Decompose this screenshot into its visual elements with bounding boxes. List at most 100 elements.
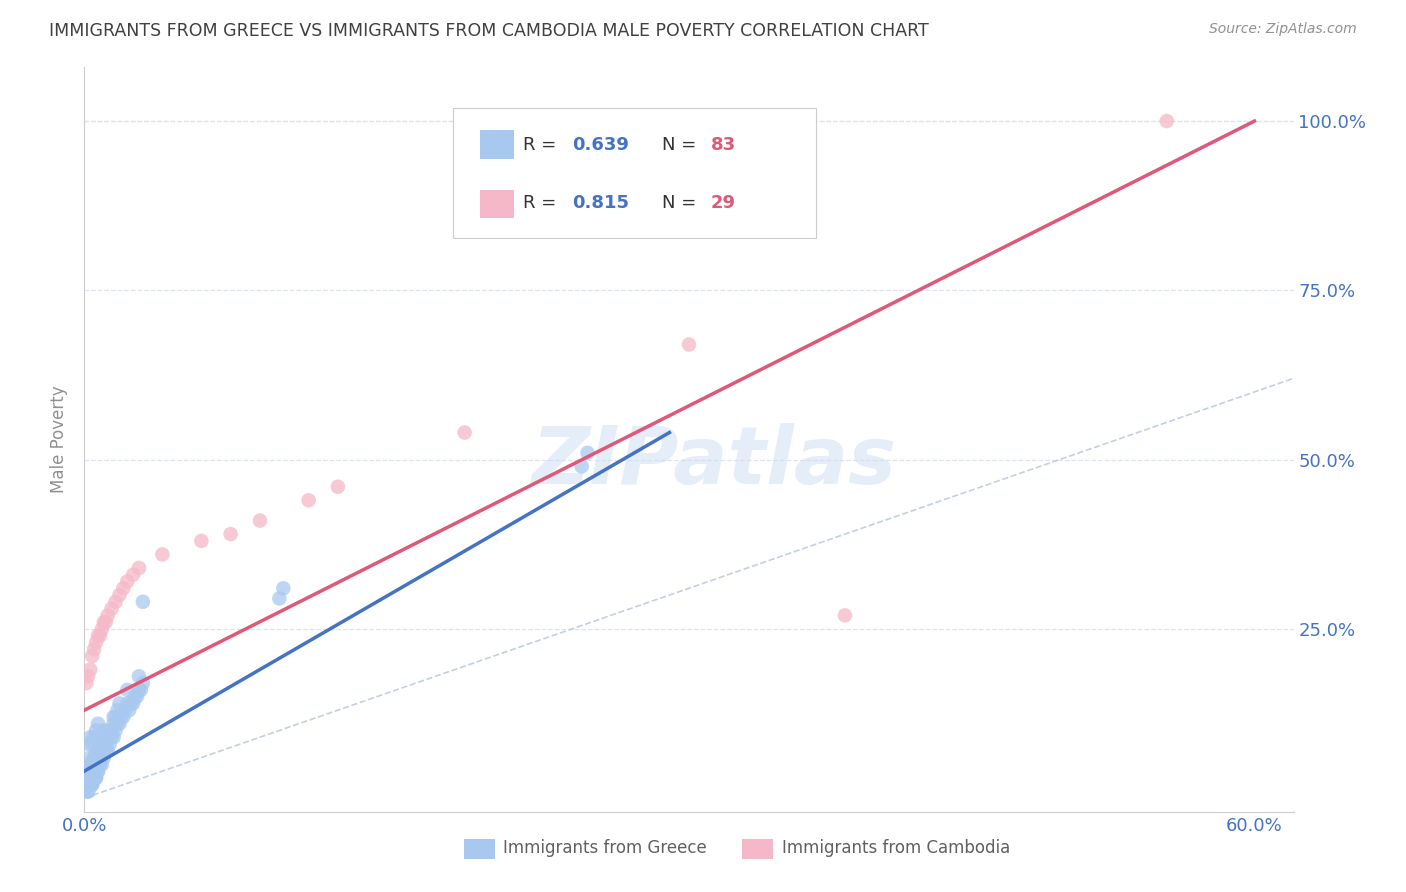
Point <box>84 750 107 764</box>
Point <box>79 778 101 792</box>
Text: IMMIGRANTS FROM GREECE VS IMMIGRANTS FROM CAMBODIA MALE POVERTY CORRELATION CHAR: IMMIGRANTS FROM GREECE VS IMMIGRANTS FRO… <box>49 22 929 40</box>
Point <box>82 778 104 792</box>
Point <box>107 703 129 717</box>
FancyBboxPatch shape <box>453 108 815 238</box>
Point <box>89 737 111 751</box>
Text: R =: R = <box>523 136 562 154</box>
Point <box>77 669 100 683</box>
Point <box>108 588 131 602</box>
Point <box>97 730 120 744</box>
Point <box>75 764 97 778</box>
Text: Source: ZipAtlas.com: Source: ZipAtlas.com <box>1209 22 1357 37</box>
Point <box>79 764 101 778</box>
Text: N =: N = <box>662 194 703 212</box>
Point <box>84 723 107 738</box>
Point <box>77 771 100 785</box>
Point <box>128 682 150 697</box>
Point <box>87 744 110 758</box>
Text: 29: 29 <box>710 194 735 212</box>
Point <box>132 676 155 690</box>
Point <box>83 771 105 785</box>
Point <box>87 764 110 778</box>
Point <box>79 764 101 778</box>
Point <box>75 778 97 792</box>
Point <box>98 737 121 751</box>
Point <box>93 723 115 738</box>
Point <box>89 757 111 772</box>
Text: 0.815: 0.815 <box>572 194 628 212</box>
Point <box>97 744 120 758</box>
Text: Immigrants from Cambodia: Immigrants from Cambodia <box>782 839 1010 857</box>
Point <box>128 561 150 575</box>
Point <box>122 567 145 582</box>
Point <box>100 601 122 615</box>
Point <box>94 744 117 758</box>
Point <box>132 595 155 609</box>
Point <box>83 750 105 764</box>
Point <box>129 682 152 697</box>
Point <box>453 425 475 440</box>
Text: Immigrants from Greece: Immigrants from Greece <box>503 839 707 857</box>
Point <box>117 697 139 711</box>
Point <box>269 591 291 606</box>
FancyBboxPatch shape <box>479 190 513 219</box>
Point <box>98 723 121 738</box>
Point <box>83 750 105 764</box>
Point <box>87 744 110 758</box>
Point <box>82 778 104 792</box>
Point <box>108 716 131 731</box>
Point <box>75 676 97 690</box>
Point <box>87 764 110 778</box>
Point <box>93 615 115 629</box>
Point <box>87 716 110 731</box>
Point <box>571 459 593 474</box>
Point <box>94 737 117 751</box>
Point <box>103 710 125 724</box>
Point <box>82 648 104 663</box>
Point <box>120 697 142 711</box>
Point <box>112 710 135 724</box>
Point <box>94 615 117 629</box>
Point <box>100 723 122 738</box>
Point <box>125 690 148 704</box>
Y-axis label: Male Poverty: Male Poverty <box>51 385 69 493</box>
Point <box>75 784 97 798</box>
Point <box>103 716 125 731</box>
Point <box>75 771 97 785</box>
Point <box>114 703 136 717</box>
Point <box>834 608 856 623</box>
Point <box>249 514 271 528</box>
Point <box>83 730 105 744</box>
Point <box>82 757 104 772</box>
Point <box>77 784 100 798</box>
Text: R =: R = <box>523 194 562 212</box>
Point <box>219 527 242 541</box>
Point <box>79 730 101 744</box>
Point <box>82 757 104 772</box>
Point <box>93 744 115 758</box>
Point <box>326 480 349 494</box>
Text: N =: N = <box>662 136 703 154</box>
Point <box>271 582 294 596</box>
Point <box>90 622 112 636</box>
Point <box>84 750 107 764</box>
Point <box>117 574 139 589</box>
Point <box>128 669 150 683</box>
Point <box>79 778 101 792</box>
Point <box>117 682 139 697</box>
Text: 83: 83 <box>710 136 735 154</box>
Point <box>104 723 127 738</box>
Point <box>84 771 107 785</box>
Point <box>90 757 112 772</box>
Point <box>77 784 100 798</box>
Point <box>84 635 107 649</box>
Point <box>89 757 111 772</box>
Point <box>110 710 132 724</box>
FancyBboxPatch shape <box>479 130 513 159</box>
Point <box>103 730 125 744</box>
Point <box>1156 114 1178 128</box>
Point <box>118 703 141 717</box>
Point <box>298 493 321 508</box>
Point <box>77 737 100 751</box>
Point <box>87 629 110 643</box>
